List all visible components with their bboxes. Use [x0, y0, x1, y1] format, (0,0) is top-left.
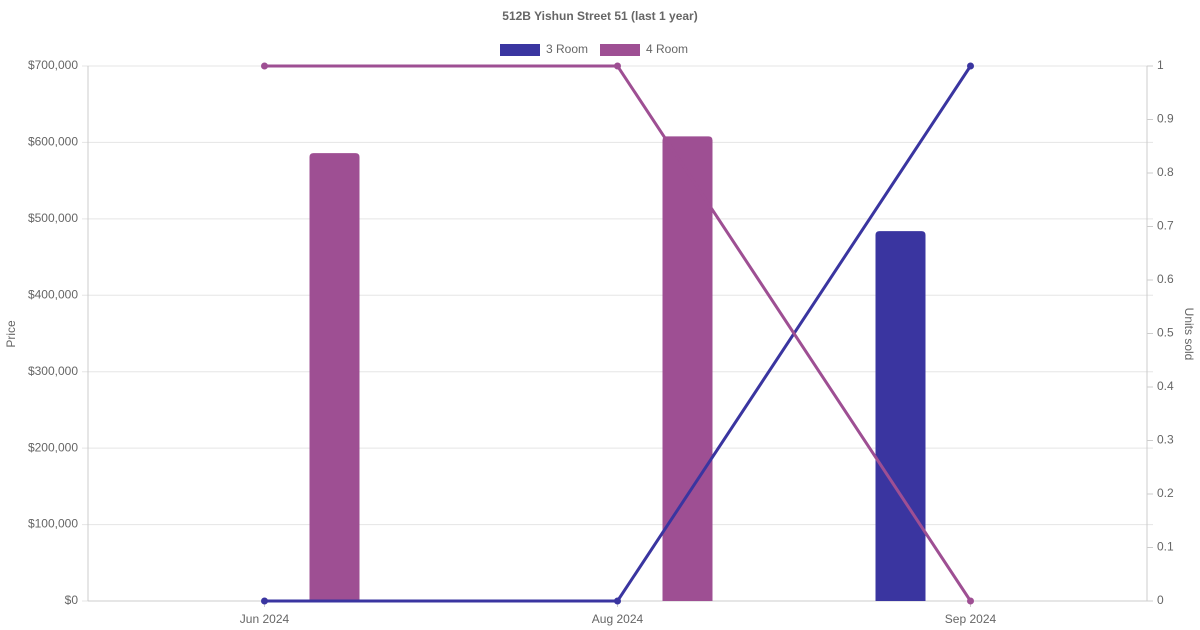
bar: [662, 136, 713, 602]
units-line: [264, 64, 972, 602]
y2-tick-label: 0: [1157, 593, 1164, 607]
y2-tick-label: 0.3: [1157, 433, 1174, 447]
y2-tick-label: 0.4: [1157, 379, 1174, 393]
y-tick-label: $700,000: [28, 58, 78, 72]
bar: [309, 153, 360, 601]
legend-swatch: [600, 44, 640, 56]
y2-axis-title: Units sold: [1182, 308, 1196, 361]
units-point: [614, 597, 621, 605]
legend-label: 4 Room: [646, 42, 688, 56]
y-tick-label: $0: [65, 593, 79, 607]
y2-tick-label: 0.8: [1157, 165, 1174, 179]
units-point: [967, 62, 974, 70]
x-tick-label: Sep 2024: [945, 612, 997, 626]
units-point: [614, 62, 621, 70]
y-axis-title: Price: [4, 320, 18, 348]
units-point: [261, 62, 268, 70]
units-point: [261, 597, 268, 605]
legend-label: 3 Room: [546, 42, 588, 56]
y2-tick-label: 0.2: [1157, 486, 1174, 500]
y-tick-label: $600,000: [28, 135, 78, 149]
bar: [875, 231, 926, 602]
y-tick-label: $300,000: [28, 364, 78, 378]
x-tick-label: Aug 2024: [592, 612, 644, 626]
y-tick-label: $400,000: [28, 287, 78, 301]
y2-tick-label: 0.6: [1157, 272, 1174, 286]
y2-tick-label: 0.7: [1157, 219, 1174, 233]
chart-title: 512B Yishun Street 51 (last 1 year): [502, 9, 697, 23]
y2-tick-label: 0.9: [1157, 112, 1174, 126]
y2-tick-label: 1: [1157, 58, 1164, 72]
units-point: [967, 597, 974, 605]
y-tick-label: $500,000: [28, 211, 78, 225]
legend-swatch: [500, 44, 540, 56]
y2-tick-label: 0.5: [1157, 326, 1174, 340]
units-line: [264, 65, 972, 603]
y-tick-label: $100,000: [28, 517, 78, 531]
x-tick-label: Jun 2024: [240, 612, 290, 626]
y2-tick-label: 0.1: [1157, 540, 1174, 554]
y-tick-label: $200,000: [28, 440, 78, 454]
